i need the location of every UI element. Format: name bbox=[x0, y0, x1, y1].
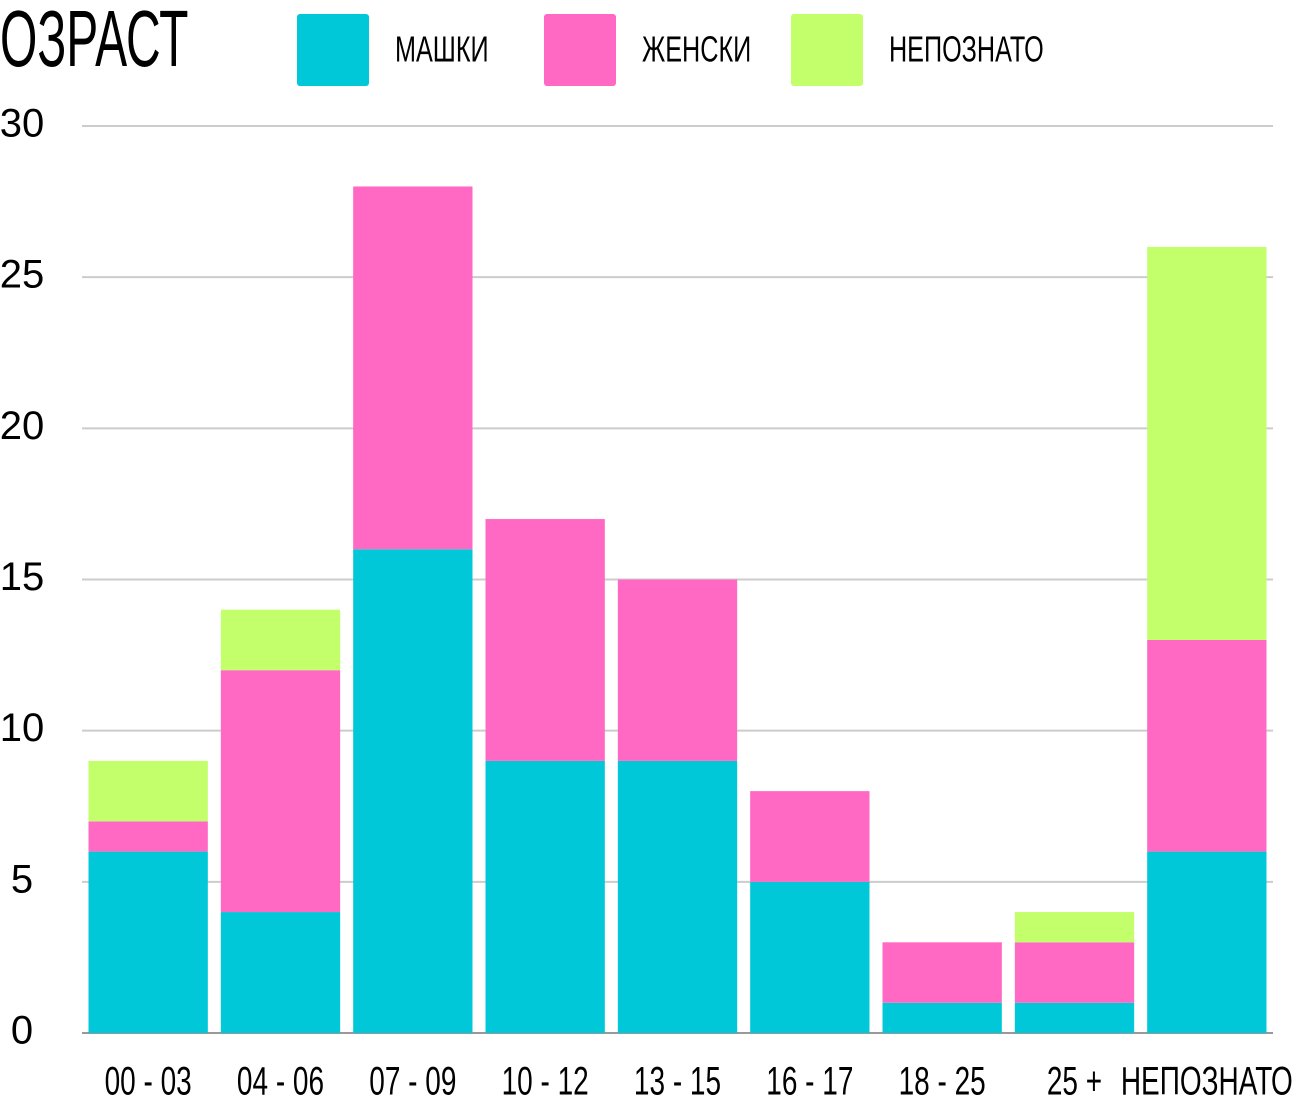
bar-segment bbox=[617, 760, 738, 1033]
bar-segment bbox=[617, 579, 738, 761]
bar-segment bbox=[485, 519, 605, 761]
bar-segment bbox=[1147, 639, 1267, 852]
legend-swatch bbox=[297, 14, 369, 86]
x-tick-label: 07 - 09 bbox=[369, 1060, 456, 1104]
bar-segment bbox=[220, 609, 341, 671]
y-tick-label: 20 bbox=[0, 404, 44, 448]
bar-segment bbox=[750, 791, 870, 882]
y-tick-label: 10 bbox=[0, 706, 44, 750]
bar-segment bbox=[1014, 942, 1135, 1003]
x-tick-label: 16 - 17 bbox=[766, 1060, 853, 1104]
y-tick-label: 30 bbox=[0, 102, 44, 146]
x-tick-label: 00 - 03 bbox=[105, 1060, 192, 1104]
x-tick-label: НЕПОЗНАТО bbox=[1121, 1060, 1293, 1104]
bar-segment bbox=[1014, 912, 1135, 943]
y-tick-label: 25 bbox=[0, 253, 44, 297]
legend-swatch bbox=[791, 14, 863, 86]
bar-segment bbox=[220, 670, 341, 913]
y-tick-label: 0 bbox=[11, 1009, 33, 1053]
bar-segment bbox=[88, 760, 208, 822]
bar-segment bbox=[1014, 1002, 1135, 1033]
bar-segment bbox=[88, 821, 208, 852]
bar-segment bbox=[1147, 246, 1267, 640]
x-tick-label: 04 - 06 bbox=[237, 1060, 324, 1104]
x-tick-label: 10 - 12 bbox=[502, 1060, 589, 1104]
bar-segment bbox=[485, 760, 605, 1033]
legend-label: НЕПОЗНАТО bbox=[889, 29, 1044, 70]
bar-segment bbox=[353, 549, 473, 1033]
bar-segment bbox=[750, 881, 870, 1033]
y-tick-label: 5 bbox=[11, 857, 33, 901]
bar-segment bbox=[882, 942, 1002, 1003]
bar-segment bbox=[88, 851, 208, 1033]
y-tick-label: 15 bbox=[0, 555, 44, 599]
legend-label: МАШКИ bbox=[395, 29, 489, 70]
legend-swatch bbox=[544, 14, 616, 86]
x-tick-label: 25 + bbox=[1047, 1060, 1102, 1104]
bar-segment bbox=[353, 186, 473, 550]
legend-label: ЖЕНСКИ bbox=[642, 29, 751, 70]
x-tick-label: 18 - 25 bbox=[899, 1060, 986, 1104]
bar-segment bbox=[1147, 851, 1267, 1033]
bar-segment bbox=[882, 1002, 1002, 1033]
x-tick-label: 13 - 15 bbox=[634, 1060, 721, 1104]
bar-segment bbox=[220, 912, 341, 1033]
chart-title: ОЗРАСТ bbox=[0, 0, 188, 83]
